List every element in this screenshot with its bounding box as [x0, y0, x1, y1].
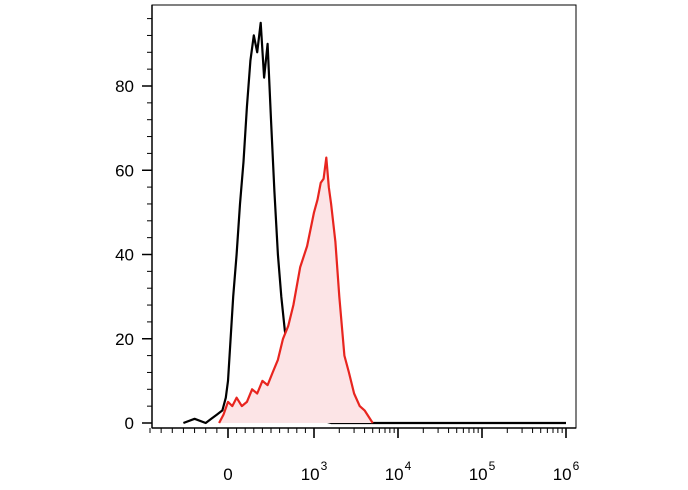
- x-tick-label: 0: [223, 465, 232, 484]
- plot-frame: [151, 4, 577, 429]
- y-tick-label: 0: [125, 414, 134, 433]
- series-1-line: [183, 21, 566, 425]
- series-2-line: [218, 156, 374, 424]
- y-axis-ticks: [142, 85, 152, 424]
- x-axis-ticks: [149, 428, 567, 438]
- x-axis-tick-labels: 0 103 104 105 106: [223, 459, 579, 484]
- y-tick-label: 60: [115, 161, 134, 180]
- y-axis-tick-labels: 0 20 40 60 80: [115, 77, 134, 433]
- x-tick-label: 106: [553, 459, 580, 484]
- x-tick-label: 103: [301, 459, 328, 484]
- y-tick-label: 20: [115, 330, 134, 349]
- y-tick-label: 80: [115, 77, 134, 96]
- x-tick-label: 104: [385, 459, 412, 484]
- x-tick-label: 105: [469, 459, 496, 484]
- y-tick-label: 40: [115, 246, 134, 265]
- series-layer: [183, 21, 566, 425]
- series-2-area: [219, 157, 373, 423]
